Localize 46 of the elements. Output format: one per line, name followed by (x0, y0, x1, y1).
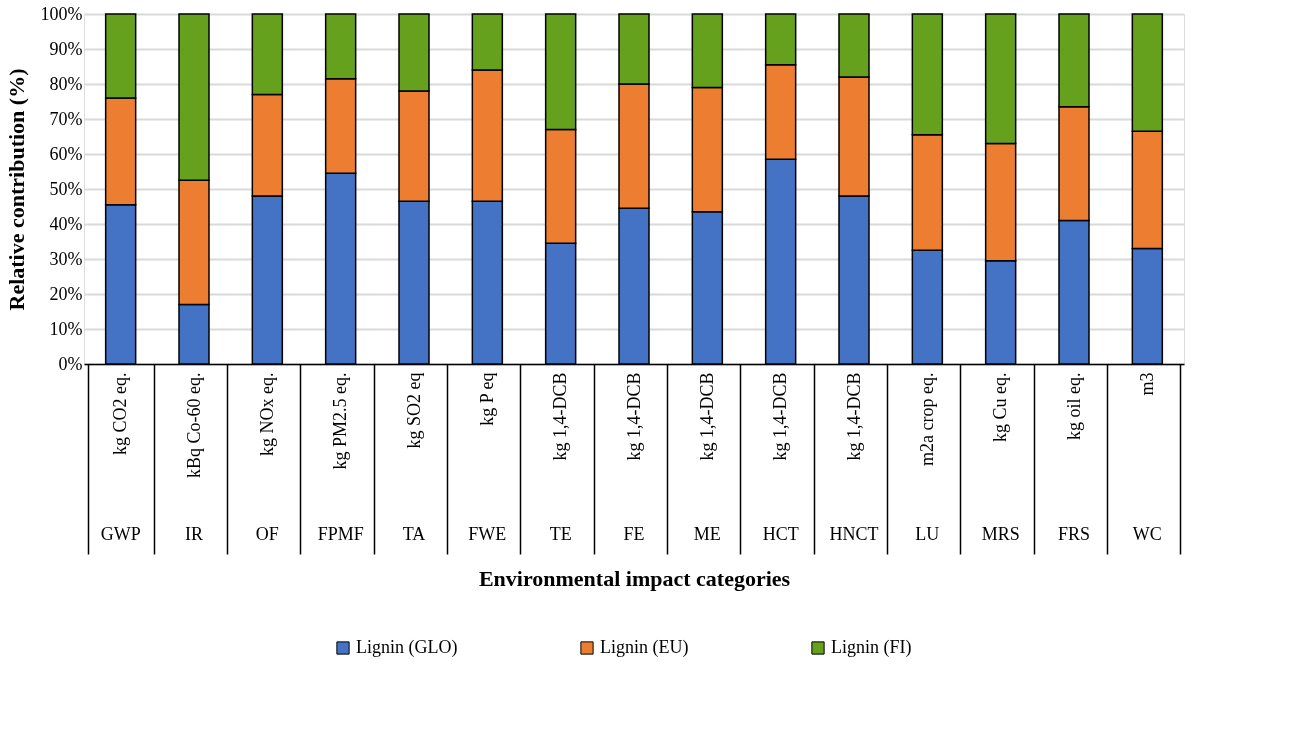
x-tick-label: kg CO2 eq. (110, 372, 131, 455)
text: IR (185, 524, 203, 544)
text: WC (1132, 524, 1162, 544)
text: FWE (468, 524, 507, 544)
x-tick-label: kg 1,4-DCB (696, 372, 717, 461)
text: FPMF (317, 524, 364, 544)
text: GWP (100, 524, 141, 544)
y-tick-label: 60% (49, 143, 83, 164)
x-tick-label: m3 (1136, 372, 1157, 396)
text: HCT (762, 524, 799, 544)
y-tick-label: 70% (49, 108, 83, 129)
y-tick-label: 0% (58, 353, 83, 374)
y-tick-label: 90% (49, 38, 83, 59)
y-axis-title: Relative contribution (%) (3, 68, 29, 311)
text: TA (402, 524, 426, 544)
x-tick-label: kBq Co-60 eq. (183, 372, 204, 478)
x-tick-label: kg oil eq. (1063, 372, 1084, 440)
text: ME (693, 524, 721, 544)
text: FE (623, 524, 645, 544)
x-tick-label: kg 1,4-DCB (770, 372, 791, 461)
x-tick-label: kg 1,4-DCB (550, 372, 571, 461)
x-axis-title: Environmental impact categories (478, 566, 791, 592)
text: OF (255, 524, 279, 544)
y-tick-label: 20% (49, 283, 83, 304)
x-tick-label: kg 1,4-DCB (623, 372, 644, 461)
x-tick-label: kg Cu eq. (990, 372, 1011, 442)
y-tick-label: 30% (49, 248, 83, 269)
text: MRS (981, 524, 1020, 544)
x-tick-label: m2a crop eq. (916, 372, 937, 466)
legend-label: Lignin (GLO) (356, 637, 458, 658)
y-tick-label: 100% (40, 3, 83, 24)
text: FRS (1057, 524, 1091, 544)
x-tick-label: kg P eq (476, 372, 497, 426)
text: HNCT (829, 524, 879, 544)
text: TE (549, 524, 572, 544)
y-tick-label: 10% (49, 318, 83, 339)
y-tick-label: 80% (49, 73, 83, 94)
y-tick-label: 40% (49, 213, 83, 234)
y-tick-label: 50% (49, 178, 83, 199)
text: LU (915, 524, 940, 544)
x-tick-label: kg SO2 eq (403, 372, 424, 449)
x-tick-label: kg 1,4-DCB (843, 372, 864, 461)
legend-label: Lignin (FI) (831, 637, 912, 658)
x-tick-label: kg NOx eq. (256, 372, 277, 456)
x-tick-label: kg PM2.5 eq. (330, 372, 351, 470)
legend-label: Lignin (EU) (600, 637, 689, 658)
